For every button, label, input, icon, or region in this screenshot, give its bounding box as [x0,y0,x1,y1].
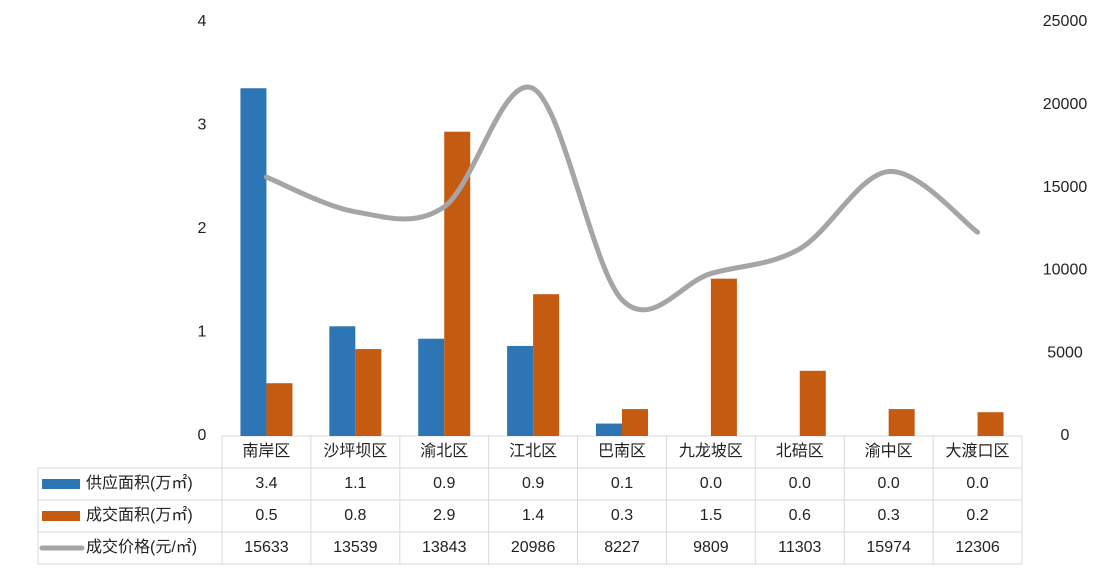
y2-tick-label: 5000 [1047,344,1083,361]
y2-tick-label: 15000 [1043,179,1088,196]
table-cell: 0.9 [522,475,544,492]
y2-tick-label: 25000 [1043,13,1088,30]
y-tick-label: 0 [198,427,207,444]
table-cell: 0.9 [433,475,455,492]
bar [710,278,737,436]
table-cell: 9809 [693,539,729,556]
x-tick-label: 九龙坡区 [679,442,743,460]
table-cell: 12306 [955,539,1000,556]
table-cell: 8227 [604,539,640,556]
bar [888,409,915,436]
x-tick-label: 江北区 [509,442,557,460]
line [263,84,981,313]
table-cell: 20986 [511,539,556,556]
legend-key [42,511,80,521]
table-cell: 1.4 [522,507,544,524]
x-tick-label: 渝中区 [865,442,913,460]
table-cell: 15974 [866,539,911,556]
y2-tick-label: 10000 [1043,262,1088,279]
bar [266,383,293,436]
table-cell: 0.3 [878,507,900,524]
legend-key [42,479,80,489]
table-cell: 13843 [422,539,467,556]
table-cell: 15633 [244,539,289,556]
bar [977,412,1004,436]
x-tick-label: 南岸区 [242,442,290,460]
x-tick-label: 大渡口区 [946,442,1010,460]
y2-tick-label: 20000 [1043,96,1088,113]
table-cell: 0.0 [789,475,811,492]
legend-label: 成交价格(元/㎡) [86,538,197,556]
y-tick-label: 1 [198,324,207,341]
x-tick-label: 沙坪坝区 [323,442,387,460]
x-tick-label: 巴南区 [598,442,646,460]
table-cell: 0.6 [789,507,811,524]
table-cell: 11303 [778,539,821,556]
x-tick-label: 渝北区 [420,442,468,460]
x-tick-label: 北碚区 [776,442,824,460]
table-cell: 0.2 [966,507,988,524]
y-tick-label: 2 [198,220,207,237]
table-cell: 2.9 [433,507,455,524]
table-cell: 0.0 [966,475,988,492]
table-cell: 0.1 [611,475,633,492]
legend-label: 供应面积(万㎡) [86,473,193,492]
bar [418,338,445,436]
y-tick-label: 3 [198,117,207,134]
table-cell: 0.0 [878,475,900,492]
bar [596,423,622,436]
bar [622,409,648,436]
table-cell: 0.3 [611,507,633,524]
bar [329,326,356,436]
table-cell: 13539 [333,539,378,556]
bar [240,88,267,437]
table-cell: 3.4 [255,475,277,492]
table-cell: 0.5 [255,507,277,524]
legend-label: 成交面积(万㎡) [86,506,193,524]
y2-tick-label: 0 [1061,427,1070,444]
bar [799,370,826,436]
table-cell: 0.8 [344,507,366,524]
bar [507,345,534,436]
table-cell: 1.1 [344,475,366,492]
table-cell: 0.0 [700,475,722,492]
y-tick-label: 4 [198,13,207,30]
bar [355,349,382,436]
table-cell: 1.5 [700,507,722,524]
bar [533,294,560,436]
